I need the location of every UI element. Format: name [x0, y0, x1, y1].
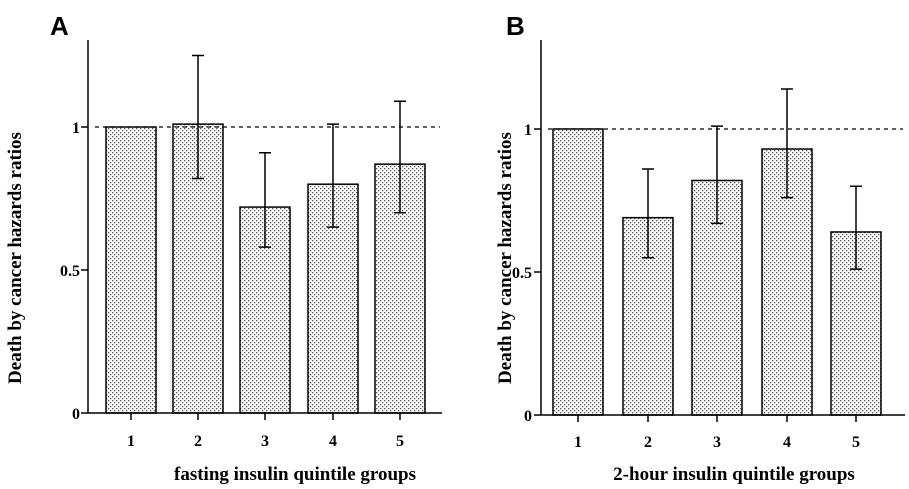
- error-bar-lower: [781, 149, 793, 199]
- x-tick-label: 5: [852, 434, 860, 451]
- bars-b: [552, 88, 882, 416]
- error-bar-upper: [394, 100, 406, 165]
- x-ticks-a: 1 2 3 4 5: [127, 413, 404, 450]
- bar-b-1: [552, 128, 604, 416]
- error-bar-upper: [259, 151, 271, 208]
- x-tick-label: 4: [329, 433, 337, 450]
- x-tick-label: 5: [396, 433, 404, 450]
- x-axis-title-b: 2-hour insulin quintile groups: [613, 464, 855, 485]
- y-ticks-a: 00.51: [60, 120, 88, 423]
- error-bar-lower: [259, 207, 271, 248]
- chart-panel-a: A Death by cancer hazards ratios fasting…: [5, 11, 442, 485]
- error-bar-lower: [327, 184, 339, 228]
- error-bar-lower: [850, 231, 862, 270]
- chart-panel-b: B Death by cancer hazards ratios 2-hour …: [495, 11, 905, 485]
- error-bar-upper: [781, 88, 793, 150]
- x-tick-label: 2: [194, 433, 202, 450]
- error-bar-upper: [192, 54, 204, 125]
- x-tick-label: 2: [644, 434, 652, 451]
- bars-a: [105, 54, 426, 414]
- error-bar-lower: [394, 164, 406, 214]
- panel-label-a: A: [50, 11, 69, 41]
- x-tick-label: 4: [783, 434, 791, 451]
- error-bar-upper: [711, 125, 723, 181]
- x-tick-label: 1: [574, 434, 582, 451]
- y-tick-label: 1: [524, 122, 532, 139]
- error-bar-upper: [642, 168, 654, 218]
- y-tick-label: 0.5: [60, 263, 80, 280]
- x-tick-label: 3: [713, 434, 721, 451]
- x-axis-title-a: fasting insulin quintile groups: [174, 464, 416, 485]
- x-tick-label: 3: [261, 433, 269, 450]
- error-bar-lower: [711, 180, 723, 225]
- error-bar-lower: [642, 217, 654, 259]
- y-ticks-b: 00.51: [512, 122, 541, 425]
- y-tick-label: 0: [524, 408, 532, 425]
- error-bar-upper: [850, 185, 862, 232]
- bar-a-1: [105, 126, 157, 414]
- y-tick-label: 0.5: [512, 265, 532, 282]
- y-tick-label: 1: [72, 120, 80, 137]
- y-axis-title-b: Death by cancer hazards ratios: [495, 132, 516, 384]
- error-bar-upper: [327, 123, 339, 185]
- y-tick-label: 0: [72, 406, 80, 423]
- y-axis-title-a: Death by cancer hazards ratios: [5, 132, 26, 384]
- x-ticks-b: 1 2 3 4 5: [574, 415, 860, 451]
- panel-label-b: B: [506, 11, 525, 41]
- error-bar-lower: [192, 124, 204, 180]
- x-tick-label: 1: [127, 433, 135, 450]
